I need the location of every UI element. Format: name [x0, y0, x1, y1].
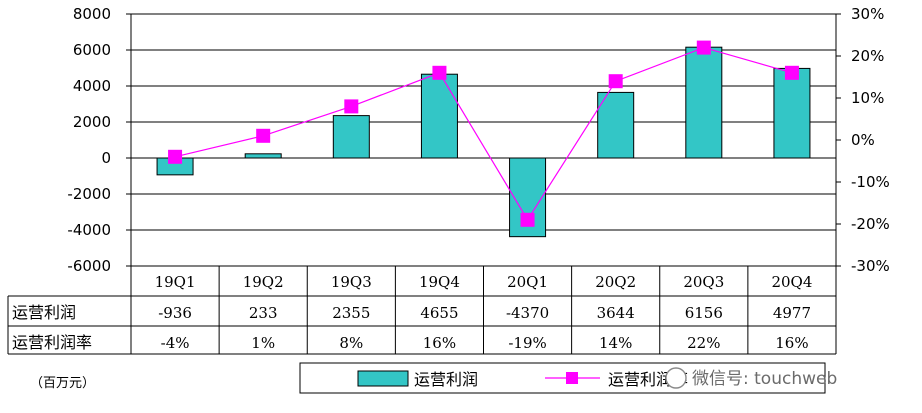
table-cell: -4370	[506, 304, 549, 322]
margin-marker-20Q2	[608, 74, 623, 89]
margin-marker-19Q1	[168, 149, 183, 164]
table-cell: 3644	[597, 304, 635, 322]
data-table: 19Q1 19Q2 19Q3 19Q4 20Q1 20Q2 20Q3 20Q4 运营利润 -936…	[7, 265, 837, 355]
y-left-tick-label: 6000	[73, 41, 111, 59]
y-left-tick-label: 0	[101, 149, 111, 167]
y-right-tick-label: 10%	[851, 89, 884, 107]
table-cell: 233	[249, 304, 278, 322]
legend-bar-label: 运营利润	[414, 370, 478, 389]
margin-marker-20Q3	[696, 40, 711, 55]
unit-label: （百万元）	[30, 376, 95, 391]
bar-20Q2	[597, 91, 635, 159]
x-category-label: 19Q3	[331, 273, 372, 291]
bar-19Q2	[244, 153, 282, 159]
table-cell: -936	[158, 304, 192, 322]
margin-marker-20Q4	[784, 65, 799, 80]
plot-border	[130, 13, 837, 267]
x-category-label: 19Q2	[243, 273, 284, 291]
watermark-text: 微信号: touchweb	[692, 369, 837, 389]
table-cell: 1%	[251, 334, 275, 352]
x-category-label: 20Q3	[683, 273, 724, 291]
y-axis-left: 8000 6000 4000 2000 0 -2000 -4000 -6000	[67, 5, 131, 275]
y-left-tick-label: 2000	[73, 113, 111, 131]
table-cell: 14%	[599, 334, 632, 352]
gridlines	[131, 49, 836, 231]
table-cell: -19%	[508, 334, 546, 352]
legend-line-marker	[566, 372, 578, 384]
legend-bar-swatch	[357, 370, 409, 387]
table-cell: 4977	[773, 304, 811, 322]
margin-marker-20Q1	[520, 212, 535, 227]
line-series	[168, 40, 799, 227]
table-row-label: 运营利润率	[12, 333, 92, 352]
x-category-label: 19Q4	[419, 273, 460, 291]
x-category-label: 19Q1	[155, 273, 196, 291]
y-right-tick-label: 30%	[851, 5, 884, 23]
table-cell: 16%	[775, 334, 808, 352]
bar-20Q3	[685, 46, 723, 159]
x-category-label: 20Q2	[595, 273, 636, 291]
y-left-tick-label: 4000	[73, 77, 111, 95]
wechat-icon	[665, 367, 687, 389]
bar-20Q4	[773, 67, 811, 159]
y-right-tick-label: 20%	[851, 47, 884, 65]
y-left-tick-label: -6000	[67, 257, 111, 275]
bar-19Q4	[420, 73, 458, 159]
x-category-label: 20Q4	[771, 273, 812, 291]
x-category-label: 20Q1	[507, 273, 548, 291]
margin-marker-19Q2	[256, 128, 271, 143]
table-cell: 8%	[339, 334, 363, 352]
bar-19Q3	[332, 115, 370, 159]
y-left-tick-label: -4000	[67, 221, 111, 239]
y-right-tick-label: -20%	[851, 215, 890, 233]
y-right-tick-label: -10%	[851, 173, 890, 191]
margin-line	[174, 46, 793, 221]
margin-marker-19Q3	[344, 99, 359, 114]
y-right-tick-label: -30%	[851, 257, 890, 275]
table-cell: 2355	[332, 304, 370, 322]
margin-marker-19Q4	[432, 65, 447, 80]
y-left-tick-label: -2000	[67, 185, 111, 203]
y-left-tick-label: 8000	[73, 5, 111, 23]
y-axis-right: 30% 20% 10% 0% -10% -20% -30%	[836, 5, 890, 275]
table-cell: 16%	[423, 334, 456, 352]
table-cell: 6156	[685, 304, 723, 322]
bar-series	[156, 46, 811, 238]
table-cell: 22%	[687, 334, 720, 352]
watermark: 微信号: touchweb	[665, 367, 837, 389]
table-cell: -4%	[161, 334, 190, 352]
plot-frame	[130, 13, 837, 267]
table-row-label: 运营利润	[12, 303, 76, 322]
table-cell: 4655	[420, 304, 458, 322]
y-right-tick-label: 0%	[851, 131, 875, 149]
